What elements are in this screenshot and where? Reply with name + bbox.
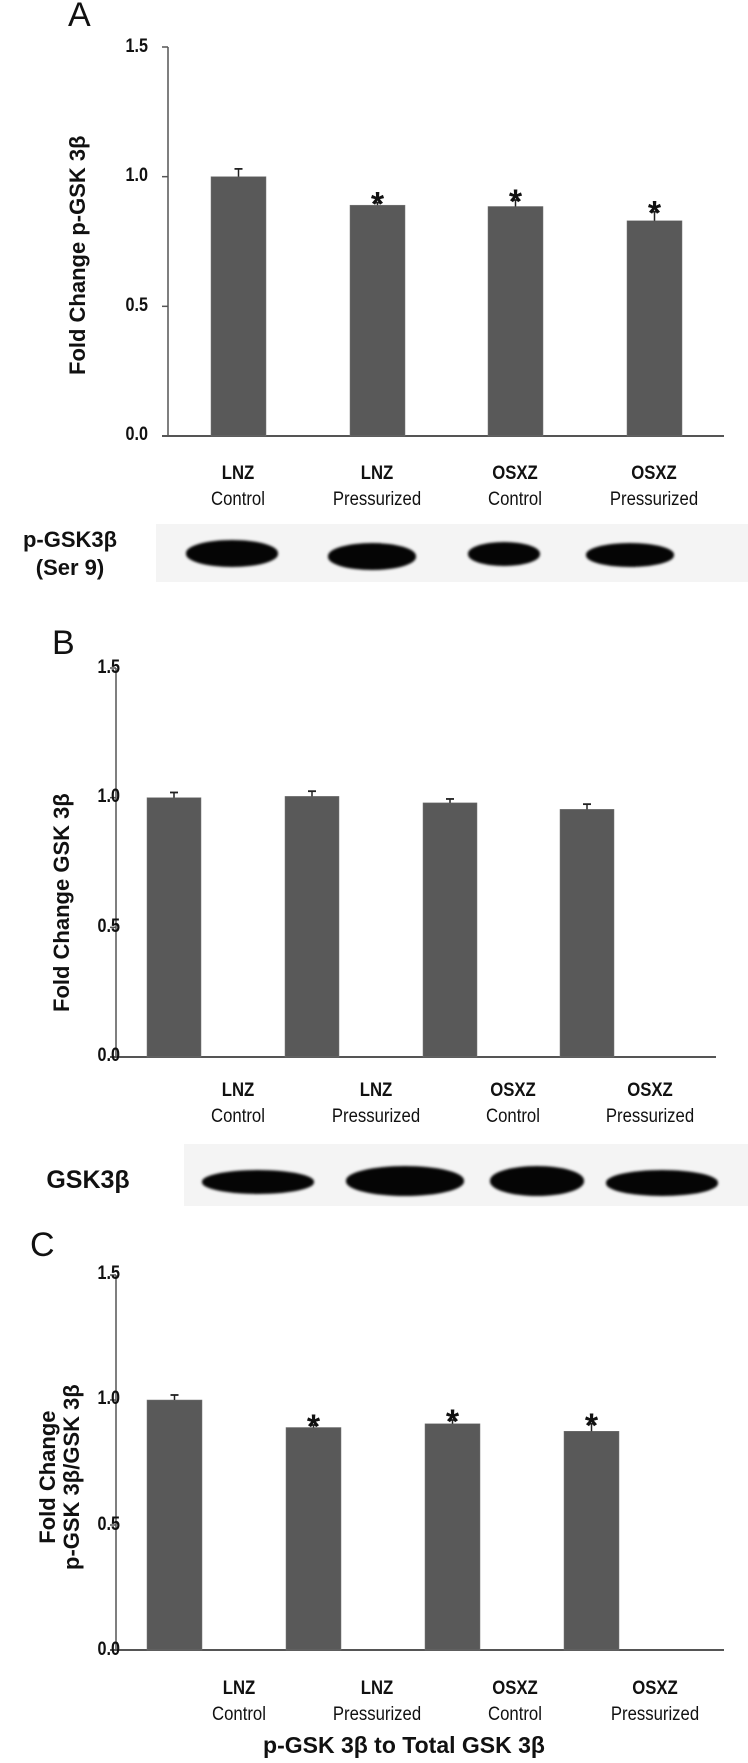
bar bbox=[284, 790, 340, 1058]
y-tick-label: 1.5 bbox=[125, 36, 148, 57]
blot-band bbox=[186, 540, 278, 567]
bar-chart-a: * * * bbox=[162, 46, 724, 437]
bar: * bbox=[626, 195, 683, 437]
y-tick-label: 1.5 bbox=[97, 1263, 120, 1284]
x-category-label: OSXZ Pressurized bbox=[610, 1678, 700, 1725]
y-tick-label: 0.0 bbox=[125, 424, 148, 445]
panel-letter-b: B bbox=[52, 624, 75, 662]
x-category-label: LNZ Pressurized bbox=[332, 1678, 422, 1725]
panel-b: B Fold Change GSK 3β 1.5 1.0 0.5 0.0 LNZ… bbox=[0, 600, 748, 1210]
x-category-label: LNZ Control bbox=[212, 1678, 266, 1725]
y-tick-label: 1.0 bbox=[97, 786, 120, 807]
bar: * bbox=[563, 1407, 620, 1651]
x-category-label: LNZ Control bbox=[211, 463, 265, 510]
y-tick-label: 1.5 bbox=[97, 657, 120, 678]
y-tick-label: 0.5 bbox=[125, 295, 148, 316]
bar bbox=[146, 1394, 203, 1651]
y-tick-label: 1.0 bbox=[97, 1388, 120, 1409]
western-blot-image-b bbox=[184, 1144, 748, 1206]
bar: * bbox=[424, 1403, 481, 1651]
blot-band bbox=[346, 1166, 464, 1196]
x-category-label: LNZ Pressurized bbox=[331, 1080, 421, 1127]
y-tick-label: 0.5 bbox=[97, 1514, 120, 1535]
bar bbox=[146, 791, 202, 1058]
blot-label-p-gsk3b: p-GSK3β (Ser 9) bbox=[22, 527, 118, 580]
blot-band bbox=[490, 1166, 584, 1196]
x-category-label: OSXZ Pressurized bbox=[605, 1080, 695, 1127]
y-tick-label: 0.0 bbox=[97, 1639, 120, 1660]
western-blot-image-a bbox=[156, 524, 748, 582]
blot-band bbox=[468, 542, 540, 566]
bar: * bbox=[487, 183, 544, 437]
significance-asterisk: * bbox=[446, 1403, 460, 1441]
blot-band bbox=[606, 1170, 718, 1196]
bar bbox=[559, 803, 615, 1058]
y-tick-label: 0.0 bbox=[97, 1045, 120, 1066]
bar-chart-c: * * * bbox=[110, 1274, 724, 1651]
significance-asterisk: * bbox=[509, 183, 523, 221]
bar-chart-b bbox=[110, 667, 716, 1058]
blot-label-gsk3b: GSK3β bbox=[46, 1166, 130, 1194]
blot-band bbox=[202, 1170, 314, 1194]
x-category-label: OSXZ Pressurized bbox=[609, 463, 699, 510]
x-category-label: LNZ Pressurized bbox=[332, 463, 422, 510]
bar: * bbox=[349, 186, 406, 437]
x-category-label: OSXZ Control bbox=[488, 463, 542, 510]
blot-band bbox=[328, 543, 416, 570]
panel-letter-a: A bbox=[68, 0, 91, 34]
bar bbox=[210, 167, 267, 437]
x-category-label: LNZ Control bbox=[211, 1080, 265, 1127]
bar: * bbox=[285, 1408, 342, 1651]
x-axis-title-c: p-GSK 3β to Total GSK 3β bbox=[263, 1732, 545, 1758]
panel-letter-c: C bbox=[30, 1226, 55, 1264]
significance-asterisk: * bbox=[371, 186, 385, 224]
significance-asterisk: * bbox=[585, 1407, 599, 1445]
x-category-label: OSXZ Control bbox=[486, 1080, 540, 1127]
panel-a: A Fold Change p-GSK 3β * * * 1.5 1.0 0.5 0… bbox=[0, 0, 748, 590]
y-tick-label: 1.0 bbox=[125, 165, 148, 186]
significance-asterisk: * bbox=[307, 1408, 321, 1446]
bar bbox=[422, 798, 478, 1058]
y-tick-label: 0.5 bbox=[97, 916, 120, 937]
x-category-label: OSXZ Control bbox=[488, 1678, 542, 1725]
blot-band bbox=[586, 543, 674, 567]
significance-asterisk: * bbox=[648, 195, 662, 233]
panel-c: C Fold Change p-GSK 3β/GSK 3β * * * 1.5 1.… bbox=[0, 1210, 748, 1763]
